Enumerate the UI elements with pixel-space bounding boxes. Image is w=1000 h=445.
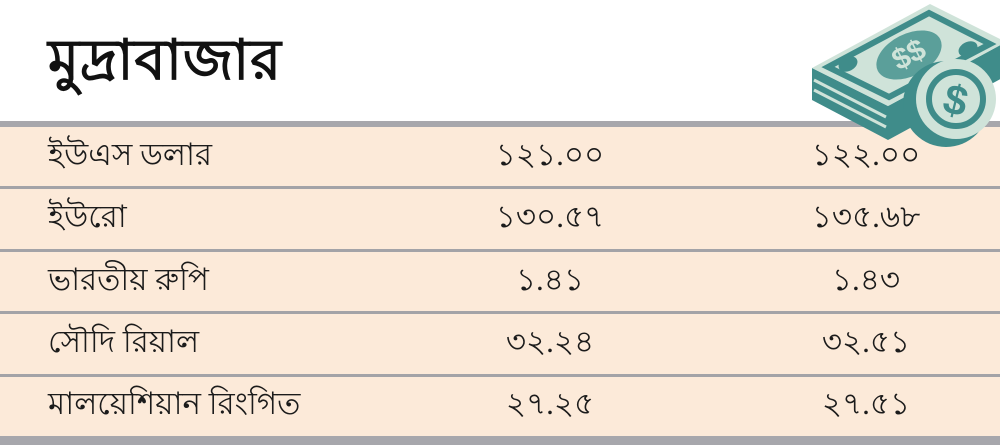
currency-name: সৌদি রিয়াল xyxy=(48,323,200,359)
page-title: মুদ্রাবাজার xyxy=(48,30,283,92)
rate-value-1: ১২১.০০ xyxy=(495,136,605,172)
banknotes-coin-icon: $$ $ xyxy=(812,4,1000,147)
rate-value-2: ১২২.০০ xyxy=(811,136,921,172)
currency-name: মালয়েশিয়ান রিংগিত xyxy=(48,386,301,422)
rate-value-1: ১৩০.৫৭ xyxy=(495,199,605,235)
table-row: মালয়েশিয়ান রিংগিত ২৭.২৫ ২৭.৫১ xyxy=(0,373,1000,437)
table-row: সৌদি রিয়াল ৩২.২৪ ৩২.৫১ xyxy=(0,311,1000,374)
rate-value-2: ১৩৫.৬৮ xyxy=(811,199,921,235)
currency-name: ইউএস ডলার xyxy=(48,136,213,172)
rate-value-1: ২৭.২৫ xyxy=(505,386,595,422)
table-row: ইউরো ১৩০.৫৭ ১৩৫.৬৮ xyxy=(0,186,1000,249)
rate-value-2: ২৭.৫১ xyxy=(821,386,911,422)
rate-value-2: ১.৪৩ xyxy=(831,261,901,297)
currency-name: ভারতীয় রুপি xyxy=(48,261,209,297)
exchange-rate-table: ইউএস ডলার ১২১.০০ ১২২.০০ ইউরো ১৩০.৫৭ ১৩৫.… xyxy=(0,121,1000,445)
table-row: ইউএস ডলার ১২১.০০ ১২২.০০ xyxy=(0,127,1000,187)
currency-name: ইউরো xyxy=(48,199,127,235)
money-icon: $$ $ xyxy=(790,0,1000,150)
rate-value-1: ১.৪১ xyxy=(515,261,585,297)
rate-value-2: ৩২.৫১ xyxy=(821,323,911,359)
rate-value-1: ৩২.২৪ xyxy=(505,323,595,359)
table-row: ভারতীয় রুপি ১.৪১ ১.৪৩ xyxy=(0,248,1000,312)
